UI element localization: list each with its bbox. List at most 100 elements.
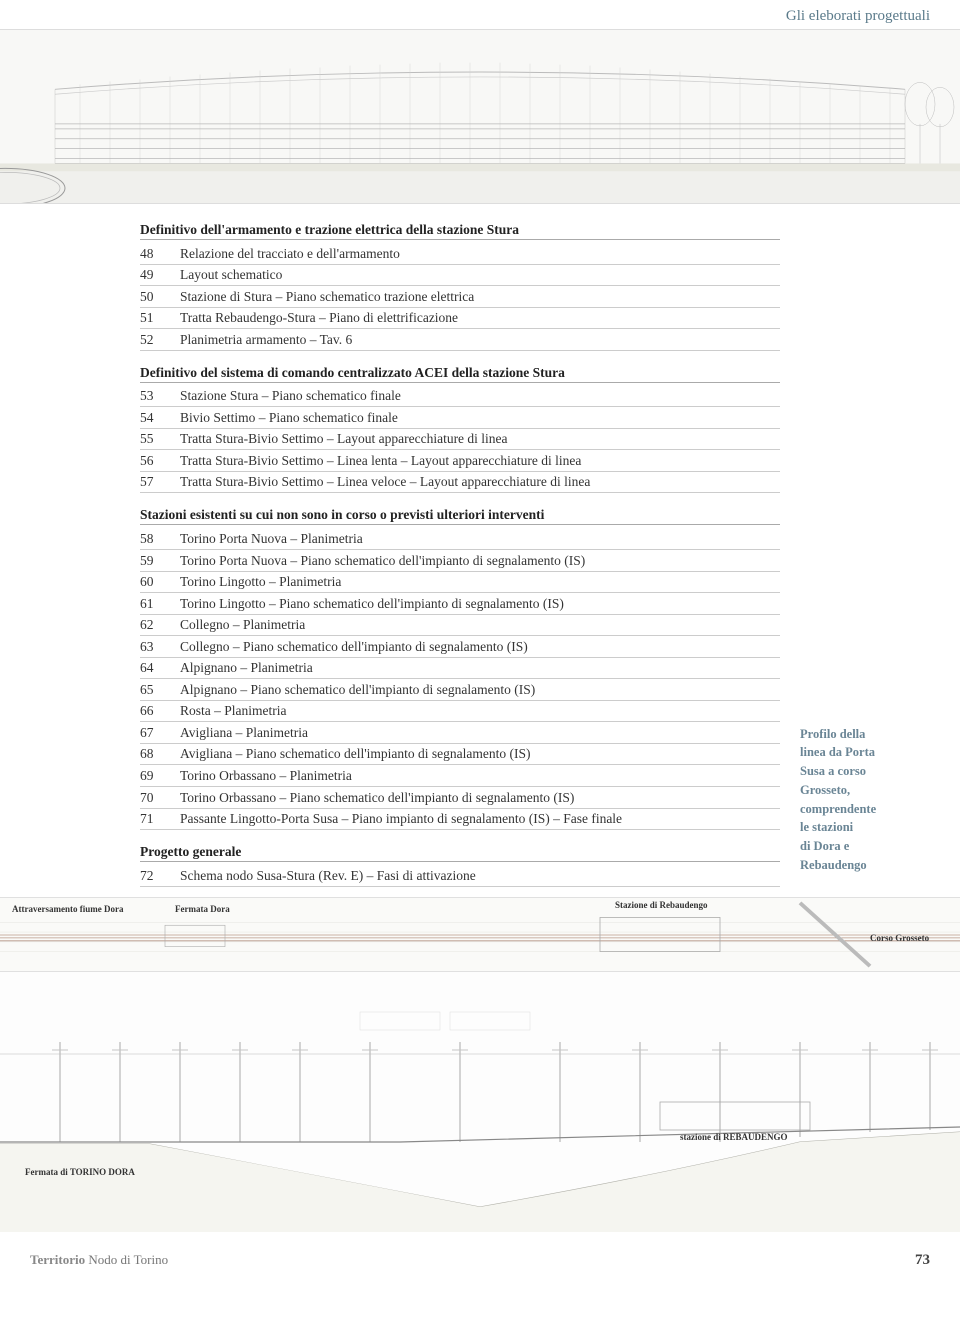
item-number: 62 <box>140 616 180 634</box>
list-item: 50Stazione di Stura – Piano schematico t… <box>140 286 780 308</box>
list-item: 56Tratta Stura-Bivio Settimo – Linea len… <box>140 450 780 472</box>
list-item: 59Torino Porta Nuova – Piano schematico … <box>140 550 780 572</box>
header-title: Gli eleborati progettuali <box>0 0 960 29</box>
item-description: Tratta Stura-Bivio Settimo – Layout appa… <box>180 430 780 448</box>
item-number: 70 <box>140 789 180 807</box>
caption-line: Rebaudengo <box>800 856 930 875</box>
item-description: Torino Porta Nuova – Planimetria <box>180 530 780 548</box>
list-item: 61Torino Lingotto – Piano schematico del… <box>140 593 780 615</box>
list-item: 52Planimetria armamento – Tav. 6 <box>140 329 780 351</box>
item-description: Alpignano – Piano schematico dell'impian… <box>180 681 780 699</box>
item-description: Tratta Rebaudengo-Stura – Piano di elett… <box>180 309 780 327</box>
page: Gli eleborati progettuali <box>0 0 960 1319</box>
list-item: 55Tratta Stura-Bivio Settimo – Layout ap… <box>140 429 780 451</box>
profile-label: stazione di REBAUDENGO <box>680 1132 788 1142</box>
item-number: 53 <box>140 387 180 405</box>
caption-line: Profilo della <box>800 725 930 744</box>
item-number: 69 <box>140 767 180 785</box>
item-number: 63 <box>140 638 180 656</box>
item-description: Collegno – Planimetria <box>180 616 780 634</box>
item-number: 66 <box>140 702 180 720</box>
item-description: Alpignano – Planimetria <box>180 659 780 677</box>
profile-label: Fermata di TORINO DORA <box>25 1167 135 1177</box>
map-label: Stazione di Rebaudengo <box>615 900 708 910</box>
content-wrap: Definitivo dell'armamento e trazione ele… <box>0 204 960 897</box>
item-number: 58 <box>140 530 180 548</box>
list-item: 69Torino Orbassano – Planimetria <box>140 765 780 787</box>
item-number: 67 <box>140 724 180 742</box>
item-number: 54 <box>140 409 180 427</box>
item-description: Avigliana – Piano schematico dell'impian… <box>180 745 780 763</box>
item-description: Rosta – Planimetria <box>180 702 780 720</box>
list-item: 48Relazione del tracciato e dell'armamen… <box>140 243 780 265</box>
section-title: Definitivo dell'armamento e trazione ele… <box>140 222 780 240</box>
plan-map-strip: Attraversamento fiume Dora Fermata Dora St… <box>0 897 960 972</box>
footer-title: Territorio Nodo di Torino <box>30 1252 168 1268</box>
map-label: Attraversamento fiume Dora <box>12 904 123 914</box>
item-description: Tratta Stura-Bivio Settimo – Linea veloc… <box>180 473 780 491</box>
item-description: Torino Orbassano – Piano schematico dell… <box>180 789 780 807</box>
elevation-drawing <box>0 29 960 204</box>
section-title: Progetto generale <box>140 844 780 862</box>
item-description: Torino Orbassano – Planimetria <box>180 767 780 785</box>
item-number: 68 <box>140 745 180 763</box>
item-description: Torino Lingotto – Piano schematico dell'… <box>180 595 780 613</box>
item-description: Stazione Stura – Piano schematico finale <box>180 387 780 405</box>
item-number: 55 <box>140 430 180 448</box>
list-item: 62Collegno – Planimetria <box>140 615 780 637</box>
list-item: 72Schema nodo Susa-Stura (Rev. E) – Fasi… <box>140 865 780 887</box>
list-item: 67Avigliana – Planimetria <box>140 722 780 744</box>
item-number: 60 <box>140 573 180 591</box>
caption-line: Susa a corso <box>800 762 930 781</box>
item-number: 59 <box>140 552 180 570</box>
map-label: Fermata Dora <box>175 904 230 914</box>
item-number: 57 <box>140 473 180 491</box>
item-description: Tratta Stura-Bivio Settimo – Linea lenta… <box>180 452 780 470</box>
item-number: 49 <box>140 266 180 284</box>
figure-caption: Profilo dellalinea da PortaSusa a corsoG… <box>800 725 930 875</box>
footer-rest: Nodo di Torino <box>85 1252 168 1267</box>
item-number: 64 <box>140 659 180 677</box>
section-title: Stazioni esistenti su cui non sono in co… <box>140 507 780 525</box>
item-number: 72 <box>140 867 180 885</box>
item-description: Torino Lingotto – Planimetria <box>180 573 780 591</box>
list-item: 53Stazione Stura – Piano schematico fina… <box>140 386 780 408</box>
item-description: Bivio Settimo – Piano schematico finale <box>180 409 780 427</box>
caption-line: linea da Porta <box>800 743 930 762</box>
item-description: Passante Lingotto-Porta Susa – Piano imp… <box>180 810 780 828</box>
list-item: 70Torino Orbassano – Piano schematico de… <box>140 787 780 809</box>
map-label: Corso Grosseto <box>870 933 929 943</box>
item-description: Torino Porta Nuova – Piano schematico de… <box>180 552 780 570</box>
item-description: Avigliana – Planimetria <box>180 724 780 742</box>
caption-line: Grosseto, <box>800 781 930 800</box>
caption-line: di Dora e <box>800 837 930 856</box>
footer-bold: Territorio <box>30 1252 85 1267</box>
profile-section-strip: Fermata di TORINO DORA stazione di REBAUD… <box>0 972 960 1232</box>
side-caption-column: Profilo dellalinea da PortaSusa a corsoG… <box>800 222 930 887</box>
item-number: 71 <box>140 810 180 828</box>
section-title: Definitivo del sistema di comando centra… <box>140 365 780 383</box>
list-item: 49Layout schematico <box>140 265 780 287</box>
list-item: 66Rosta – Planimetria <box>140 701 780 723</box>
list-item: 64Alpignano – Planimetria <box>140 658 780 680</box>
item-number: 56 <box>140 452 180 470</box>
item-number: 51 <box>140 309 180 327</box>
list-item: 58Torino Porta Nuova – Planimetria <box>140 528 780 550</box>
item-number: 65 <box>140 681 180 699</box>
list-item: 57Tratta Stura-Bivio Settimo – Linea vel… <box>140 472 780 494</box>
item-number: 61 <box>140 595 180 613</box>
list-item: 60Torino Lingotto – Planimetria <box>140 572 780 594</box>
item-description: Collegno – Piano schematico dell'impiant… <box>180 638 780 656</box>
list-item: 51Tratta Rebaudengo-Stura – Piano di ele… <box>140 308 780 330</box>
item-description: Schema nodo Susa-Stura (Rev. E) – Fasi d… <box>180 867 780 885</box>
item-number: 52 <box>140 331 180 349</box>
item-description: Planimetria armamento – Tav. 6 <box>180 331 780 349</box>
list-item: 68Avigliana – Piano schematico dell'impi… <box>140 744 780 766</box>
main-column: Definitivo dell'armamento e trazione ele… <box>140 222 780 887</box>
item-description: Relazione del tracciato e dell'armamento <box>180 245 780 263</box>
list-item: 63Collegno – Piano schematico dell'impia… <box>140 636 780 658</box>
footer: Territorio Nodo di Torino 73 <box>0 1232 960 1284</box>
caption-line: comprendente <box>800 800 930 819</box>
list-item: 65Alpignano – Piano schematico dell'impi… <box>140 679 780 701</box>
page-number: 73 <box>915 1252 930 1269</box>
